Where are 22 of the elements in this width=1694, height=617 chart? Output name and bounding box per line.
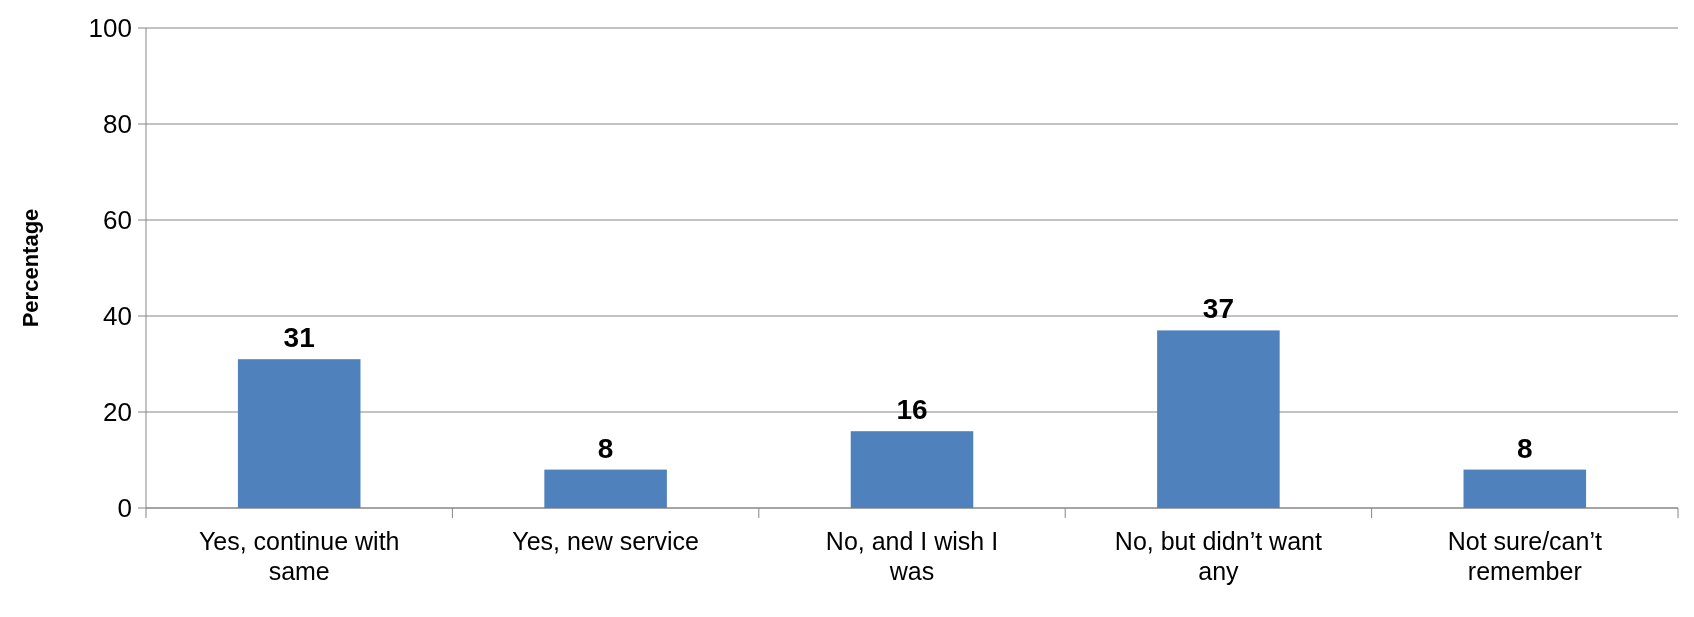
y-tick-label: 0 [117,493,132,524]
bar [1463,469,1587,508]
x-tick-label: No, and I wish I was [825,527,999,585]
data-label: 31 [283,322,315,354]
data-label: 37 [1202,293,1234,325]
x-tick-label: Not sure/can’t remember [1447,527,1602,585]
bar [544,469,667,508]
y-tick-label: 100 [88,13,132,44]
x-tick-label: No, but didn’t want any [1114,527,1322,585]
y-tick-label: 80 [103,109,132,140]
y-tick-label: 20 [103,397,132,428]
bar [850,431,974,508]
y-tick-label: 40 [103,301,132,332]
y-axis-title: Percentage [18,208,43,328]
data-label: 8 [597,432,614,464]
bar [1157,330,1280,508]
bar [237,359,361,508]
x-tick-label: Yes, continue with same [198,527,400,585]
data-label: 8 [1517,432,1533,464]
y-tick-label: 60 [103,205,132,236]
data-label: 16 [896,394,928,426]
x-tick-label: Yes, new service [512,527,699,555]
